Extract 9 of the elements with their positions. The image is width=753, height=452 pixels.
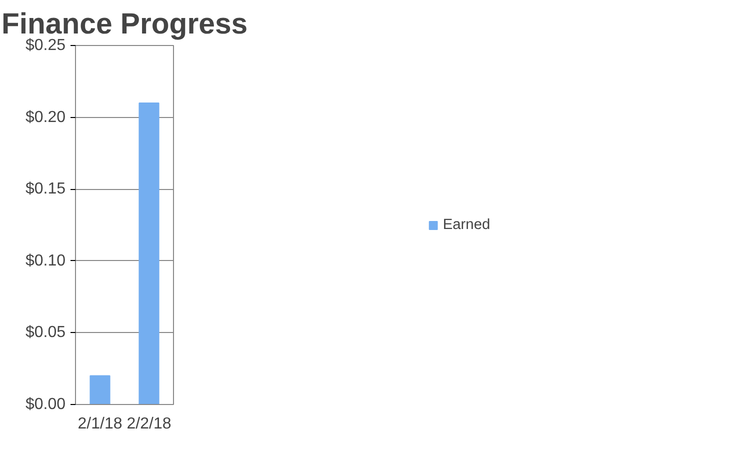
y-tick-label: $0.25 bbox=[25, 37, 66, 54]
y-tick-label: $0.05 bbox=[25, 324, 66, 342]
y-tick-label: $0.10 bbox=[25, 252, 66, 270]
y-tick-label: $0.15 bbox=[25, 180, 66, 198]
x-tick-label: 2/2/18 bbox=[126, 416, 172, 432]
x-tick-label: 2/1/18 bbox=[78, 416, 122, 432]
y-tick-label: $0.00 bbox=[25, 396, 66, 413]
y-tick-label: $0.20 bbox=[25, 108, 66, 126]
legend-label: Earned bbox=[442, 216, 490, 232]
